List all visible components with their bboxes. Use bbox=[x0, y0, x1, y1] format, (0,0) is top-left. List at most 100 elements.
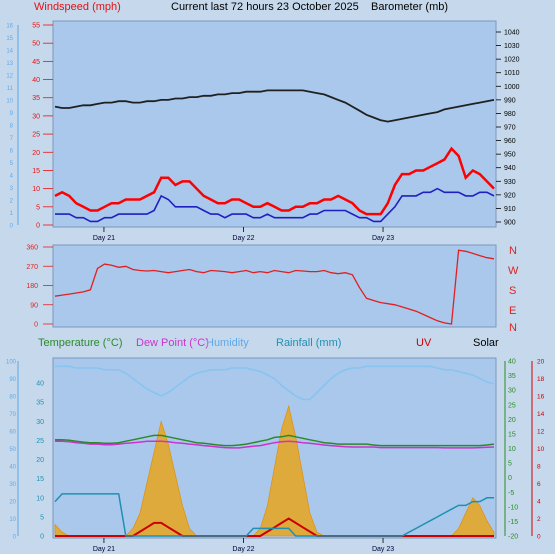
temperature-tick-label: -15 bbox=[508, 519, 518, 526]
compass-label-e: E bbox=[509, 305, 516, 317]
rainfall-tick-label: 25 bbox=[36, 438, 44, 445]
rainfall-tick-label: 30 bbox=[36, 419, 44, 426]
wind-outer-tick-label: 0 bbox=[10, 224, 14, 230]
dew-point-legend-label: Dew Point (°C) bbox=[136, 337, 209, 349]
humidity-tick-label: 20 bbox=[9, 500, 16, 506]
barometer-axis-title: Barometer (mb) bbox=[371, 1, 448, 13]
humidity-tick-label: 0 bbox=[13, 535, 17, 541]
wind-tick-label: 50 bbox=[32, 41, 40, 48]
uv-tick-label: 6 bbox=[537, 481, 541, 488]
rainfall-tick-label: 20 bbox=[36, 457, 44, 464]
rainfall-line bbox=[54, 493, 494, 537]
uv-tick-label: 4 bbox=[537, 499, 541, 506]
wind-average-line bbox=[55, 187, 495, 223]
wind-tick-label: 15 bbox=[32, 168, 40, 175]
temperature-tick-label: 20 bbox=[508, 417, 516, 424]
temperature-tick-label: -5 bbox=[508, 490, 514, 497]
temperature-tick-label: 30 bbox=[508, 388, 516, 395]
wind-outer-tick-label: 4 bbox=[10, 174, 14, 180]
uv-tick-label: 14 bbox=[537, 411, 545, 418]
humidity-tick-label: 50 bbox=[9, 447, 16, 453]
dew-point-line bbox=[55, 440, 495, 449]
compass-label-n-bottom: N bbox=[509, 322, 517, 334]
temperature-tick-label: 10 bbox=[508, 446, 516, 453]
barometer-tick-label: 980 bbox=[504, 111, 516, 118]
compass-label-n-top: N bbox=[509, 245, 517, 257]
humidity-tick-label: 70 bbox=[9, 412, 16, 418]
temperature-legend-label: Temperature (°C) bbox=[38, 337, 122, 349]
wind-tick-label: 25 bbox=[32, 132, 40, 139]
humidity-legend-label: Humidity bbox=[206, 337, 249, 349]
uv-tick-label: 20 bbox=[537, 359, 545, 366]
direction-plot-area bbox=[52, 244, 497, 328]
temperature-line bbox=[55, 434, 495, 447]
direction-tick-label: 270 bbox=[26, 264, 38, 271]
humidity-tick-label: 60 bbox=[9, 430, 16, 436]
wind-outer-tick-label: 10 bbox=[6, 99, 13, 105]
barometer-tick-label: 960 bbox=[504, 138, 516, 145]
wind-tick-label: 20 bbox=[32, 150, 40, 157]
uv-tick-label: 12 bbox=[537, 429, 545, 436]
uv-legend-label: UV bbox=[416, 337, 432, 349]
temperature-tick-label: 0 bbox=[508, 475, 512, 482]
rainfall-tick-label: 5 bbox=[40, 514, 44, 521]
wind-tick-label: 40 bbox=[32, 77, 40, 84]
barometer-tick-label: 970 bbox=[504, 125, 516, 132]
wind-outer-tick-label: 7 bbox=[10, 136, 14, 142]
rainfall-tick-label: 0 bbox=[40, 534, 44, 541]
wind-outer-tick-label: 3 bbox=[10, 186, 14, 192]
direction-tick-label: 360 bbox=[26, 245, 38, 252]
uv-tick-label: 8 bbox=[537, 464, 541, 471]
uv-tick-label: 16 bbox=[537, 394, 545, 401]
barometer-tick-label: 1000 bbox=[504, 84, 520, 91]
barometer-tick-label: 930 bbox=[504, 179, 516, 186]
barometer-tick-label: 1030 bbox=[504, 43, 520, 50]
temperature-tick-label: 40 bbox=[508, 359, 516, 366]
temp-day-label: Day 23 bbox=[372, 546, 394, 553]
barometer-tick-label: 910 bbox=[504, 206, 516, 213]
rainfall-tick-label: 15 bbox=[36, 476, 44, 483]
compass-label-w: W bbox=[508, 265, 519, 277]
wind-tick-label: 45 bbox=[32, 59, 40, 66]
wind-outer-tick-label: 12 bbox=[6, 74, 13, 80]
temperature-tick-label: -10 bbox=[508, 504, 518, 511]
temp-day-label: Day 21 bbox=[93, 546, 115, 553]
uv-tick-label: 2 bbox=[537, 516, 541, 523]
barometer-line bbox=[54, 89, 495, 123]
chart-title: Current last 72 hours 23 October 2025 bbox=[171, 1, 359, 13]
wind-outer-tick-label: 5 bbox=[10, 161, 14, 167]
uv-tick-label: 18 bbox=[537, 376, 545, 383]
temp-day-label: Day 22 bbox=[232, 546, 254, 553]
wind-outer-tick-label: 14 bbox=[6, 49, 13, 55]
temperature-tick-label: 35 bbox=[508, 373, 516, 380]
temperature-tick-label: 25 bbox=[508, 402, 516, 409]
humidity-tick-label: 30 bbox=[9, 482, 16, 488]
barometer-tick-label: 900 bbox=[504, 220, 516, 227]
wind-plot-area bbox=[52, 20, 497, 228]
humidity-tick-label: 40 bbox=[9, 465, 16, 471]
windspeed-axis-title: Windspeed (mph) bbox=[34, 1, 121, 13]
temperature-tick-label: 15 bbox=[508, 431, 516, 438]
wind-tick-label: 30 bbox=[32, 113, 40, 120]
rainfall-tick-label: 35 bbox=[36, 400, 44, 407]
wind-outer-tick-label: 15 bbox=[6, 36, 13, 42]
wind-outer-tick-label: 8 bbox=[10, 124, 14, 130]
barometer-tick-label: 1010 bbox=[504, 70, 520, 77]
wind-direction-line bbox=[54, 249, 495, 325]
barometer-tick-label: 1020 bbox=[504, 57, 520, 64]
humidity-tick-label: 100 bbox=[6, 360, 17, 366]
rainfall-tick-label: 10 bbox=[36, 495, 44, 502]
humidity-tick-label: 90 bbox=[9, 377, 16, 383]
wind-gust-line bbox=[54, 146, 495, 216]
direction-tick-label: 0 bbox=[34, 322, 38, 329]
wind-day-label: Day 22 bbox=[232, 235, 254, 242]
wind-tick-label: 5 bbox=[36, 204, 40, 211]
wind-outer-tick-label: 13 bbox=[6, 61, 13, 67]
uv-tick-label: 10 bbox=[537, 446, 545, 453]
wind-outer-tick-label: 11 bbox=[7, 86, 14, 92]
humidity-tick-label: 10 bbox=[9, 517, 16, 523]
wind-tick-label: 55 bbox=[32, 23, 40, 30]
wind-outer-tick-label: 6 bbox=[10, 149, 14, 155]
solar-legend-label: Solar bbox=[473, 337, 499, 349]
